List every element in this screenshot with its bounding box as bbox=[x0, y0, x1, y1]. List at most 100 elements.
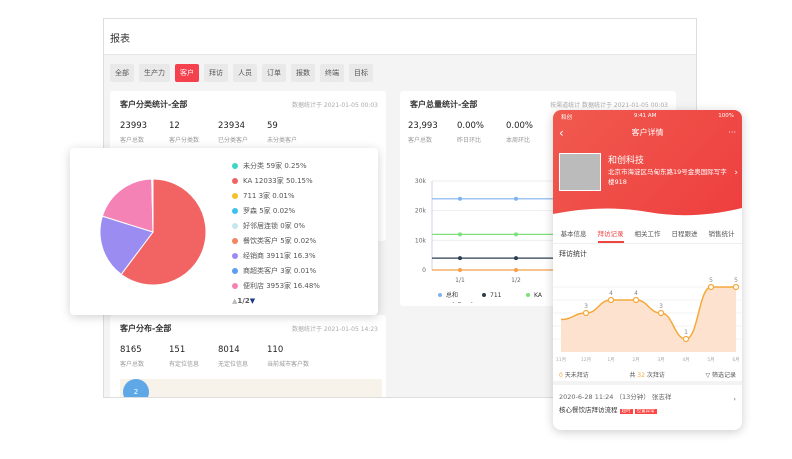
legend-pager: ▲ undefined ▼ bbox=[436, 302, 480, 303]
stat: 0.00% 昨日环比 bbox=[457, 121, 485, 144]
phone-tab[interactable]: 销售统计 bbox=[708, 230, 735, 238]
phone-tab[interactable]: 日程跟进 bbox=[671, 230, 698, 238]
clock: 9:41 AM bbox=[633, 113, 657, 119]
stat: 0.00% 本周环比 bbox=[506, 121, 534, 144]
back-icon[interactable]: ‹ bbox=[559, 126, 564, 140]
legend-item[interactable]: 未分类 59家 0.25% bbox=[232, 158, 320, 173]
tab-5[interactable]: 订单 bbox=[262, 64, 286, 82]
x-tick: 1/2 bbox=[511, 277, 521, 284]
y-tick: 20k bbox=[415, 208, 427, 215]
tab-1[interactable]: 生产力 bbox=[139, 64, 170, 82]
tab-3[interactable]: 拜访 bbox=[204, 64, 228, 82]
pie-popup: 未分类 59家 0.25% KA 12033家 50.15% 711 3家 0.01… bbox=[70, 148, 378, 315]
data-point bbox=[514, 268, 518, 272]
company-address: 北京市海淀区马甸东路19号金奥国际写字楼918 bbox=[608, 168, 727, 186]
legend-item[interactable]: 便利店 3953家 16.48% bbox=[232, 278, 320, 293]
x-tick: 5月 bbox=[707, 357, 714, 363]
y-tick: 10k bbox=[415, 237, 427, 244]
data-label: 4 bbox=[609, 290, 613, 297]
legend-item[interactable]: KA 12033家 50.15% bbox=[232, 173, 320, 188]
data-label: 1 bbox=[684, 329, 688, 336]
visit-record[interactable]: 2020-6-28 11:24 （13分钟） 张志祥 核心餐饮店拜访流程 超时 … bbox=[553, 381, 742, 420]
legend-marker bbox=[526, 293, 530, 297]
record-title: 核心餐饮店拜访流程 bbox=[559, 406, 618, 414]
visit-chart: 11月 3 12月 4 1月 4 2月 3 3月 1 4月 5 5月 5 6月 bbox=[553, 277, 742, 363]
tab-2[interactable]: 客户 bbox=[175, 64, 199, 82]
stats: 8165 客户总数 151 有定位信息 8014 无定位信息 110 当前城市客户数 bbox=[120, 345, 316, 368]
data-label: 5 bbox=[734, 277, 738, 284]
battery: 100% bbox=[718, 113, 734, 119]
pie-slice bbox=[99, 215, 154, 276]
pie-slice bbox=[101, 178, 154, 233]
unvisited: 0 天未拜访 bbox=[559, 372, 589, 379]
filter-tabs: 全部 生产力 客户 拜访 人员 订单 报数 终端 目标 bbox=[110, 64, 373, 82]
stat: 12 客户分类数 bbox=[169, 121, 200, 144]
area-fill bbox=[561, 287, 736, 352]
pie-legend: 未分类 59家 0.25% KA 12033家 50.15% 711 3家 0.01… bbox=[232, 158, 320, 308]
phone-tab[interactable]: 基本信息 bbox=[560, 230, 587, 238]
legend-label: KA bbox=[534, 292, 543, 299]
filter-button[interactable]: ▽ 筛选记录 bbox=[705, 372, 736, 379]
tag: 超时 bbox=[619, 409, 633, 414]
x-tick: 6月 bbox=[732, 357, 739, 363]
x-tick: 4月 bbox=[682, 357, 689, 363]
tab-8[interactable]: 目标 bbox=[349, 64, 373, 82]
chevron-right-icon: › bbox=[733, 395, 736, 403]
legend-item[interactable]: 711 3家 0.01% bbox=[232, 188, 320, 203]
legend-item[interactable]: 餐饮类客户 5家 0.02% bbox=[232, 233, 320, 248]
x-tick: 1月 bbox=[607, 357, 614, 363]
phone-tab[interactable]: 拜访记录 bbox=[597, 228, 624, 243]
card-title: 客户总量统计-全部 bbox=[410, 100, 478, 109]
stat: 151 有定位信息 bbox=[169, 345, 200, 368]
tag: 位置异常 bbox=[634, 409, 657, 414]
phone-tab[interactable]: 相关工作 bbox=[634, 230, 661, 238]
data-label: 4 bbox=[634, 290, 638, 297]
stat: 8014 无定位信息 bbox=[218, 345, 249, 368]
stat: 23934 已分类客户 bbox=[218, 121, 249, 144]
legend-label: 711 bbox=[490, 292, 502, 299]
legend-marker bbox=[482, 293, 486, 297]
data-point bbox=[514, 196, 518, 201]
data-point bbox=[458, 196, 462, 201]
card-date: 数据统计于 2021-01-05 00:03 bbox=[292, 102, 378, 109]
wave-decoration bbox=[553, 208, 742, 222]
legend-item[interactable]: 经销商 3911家 16.3% bbox=[232, 248, 320, 263]
data-point bbox=[582, 309, 590, 317]
card-title: 客户分类统计-全部 bbox=[120, 100, 188, 109]
map-cluster[interactable]: 2 bbox=[123, 379, 149, 397]
x-tick: 11月 bbox=[556, 357, 566, 363]
stats: 23,993 客户总数 0.00% 昨日环比 0.00% 本周环比 bbox=[408, 121, 555, 144]
tab-4[interactable]: 人员 bbox=[233, 64, 257, 82]
card-date: 数据统计于 2021-01-05 14:23 bbox=[292, 326, 378, 333]
tab-7[interactable]: 终端 bbox=[320, 64, 344, 82]
legend-item[interactable]: 好邻居连锁 0家 0% bbox=[232, 218, 320, 233]
company-name: 和创科技 bbox=[608, 156, 645, 166]
data-point bbox=[732, 283, 740, 291]
tab-6[interactable]: 报数 bbox=[291, 64, 315, 82]
legend-marker bbox=[438, 293, 442, 297]
carrier: 和创 bbox=[561, 115, 573, 121]
chevron-right-icon[interactable]: › bbox=[734, 168, 738, 178]
data-point bbox=[514, 256, 518, 261]
phone-tabs: 基本信息 拜访记录 相关工作 日程跟进 销售统计 bbox=[553, 222, 742, 244]
legend-item[interactable]: 罗森 5家 0.02% bbox=[232, 203, 320, 218]
stats: 23993 客户总数 12 客户分类数 23934 已分类客户 59 未分类客户 bbox=[120, 121, 316, 144]
x-tick: 1/1 bbox=[455, 277, 465, 284]
data-point bbox=[607, 296, 615, 304]
legend-item[interactable]: 商超类客户 3家 0.01% bbox=[232, 263, 320, 278]
data-point bbox=[458, 256, 462, 261]
data-point bbox=[632, 296, 640, 304]
more-icon[interactable]: ··· bbox=[728, 128, 736, 137]
data-point bbox=[682, 335, 690, 343]
pie-chart bbox=[99, 178, 207, 286]
legend-pager[interactable]: ▲ 1/2 ▼ bbox=[232, 296, 256, 305]
tab-0[interactable]: 全部 bbox=[110, 64, 134, 82]
y-tick: 0 bbox=[422, 267, 426, 274]
page-title: 报表 bbox=[104, 19, 696, 55]
map[interactable]: 2 bbox=[120, 379, 382, 397]
phone-title: 客户详情 bbox=[631, 128, 664, 137]
stat: 23993 客户总数 bbox=[120, 121, 148, 144]
data-label: 3 bbox=[659, 303, 663, 310]
data-point bbox=[657, 309, 665, 317]
legend-label: 总和 bbox=[446, 291, 458, 299]
